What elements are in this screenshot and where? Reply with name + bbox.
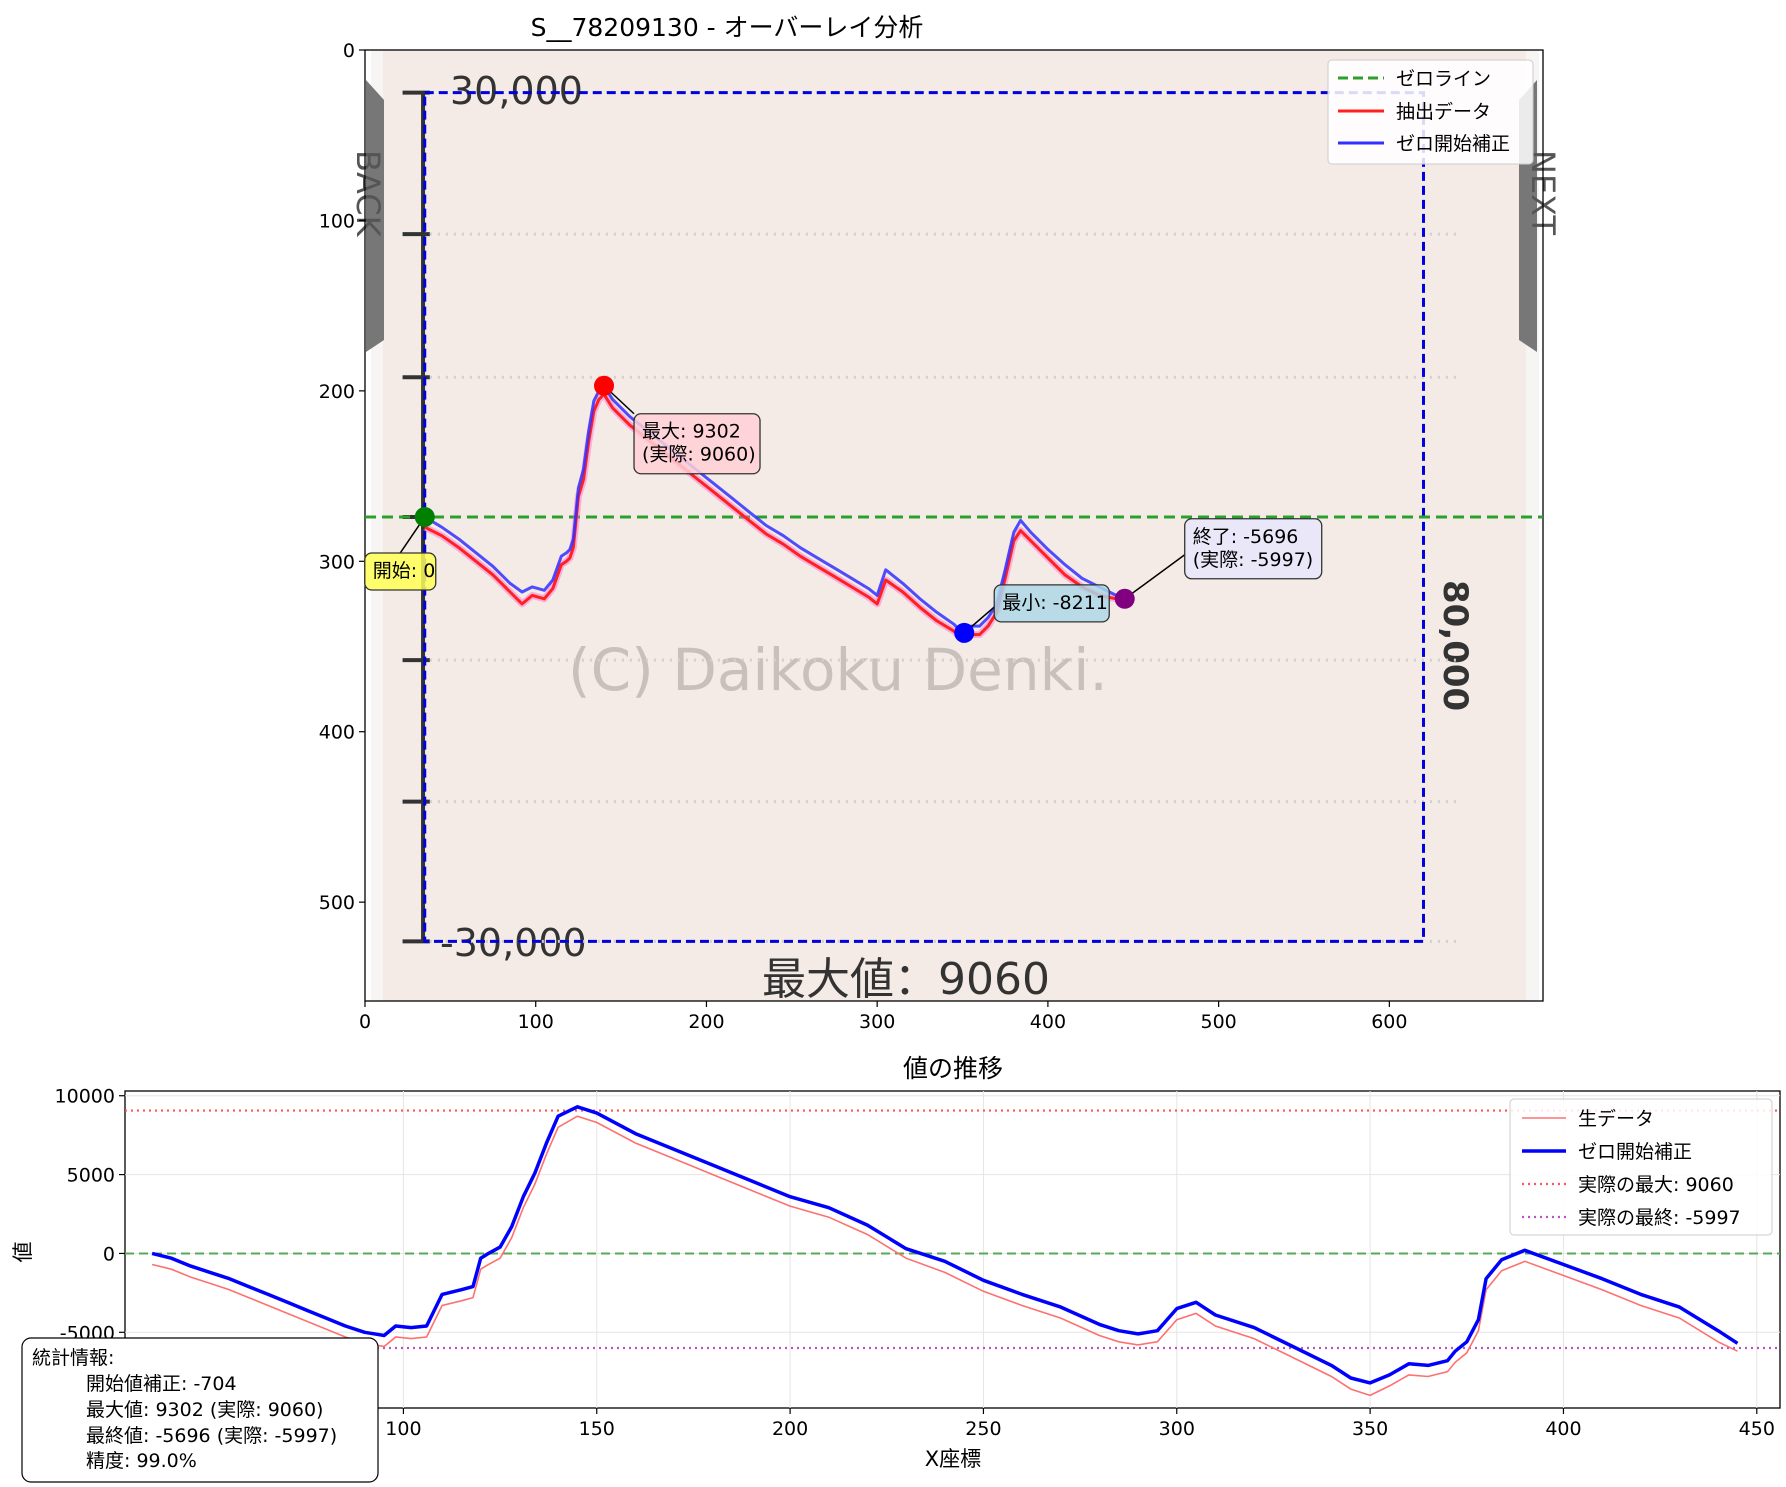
bottom-title: 値の推移 xyxy=(903,1054,1003,1083)
bottom-xtick-label: 450 xyxy=(1739,1418,1775,1440)
raw-data-line xyxy=(151,1115,1738,1397)
bottom-ytick-label: 0 xyxy=(103,1243,115,1265)
bottom-xtick-label: 400 xyxy=(1545,1418,1581,1440)
bottom-axes-frame xyxy=(124,1090,1781,1409)
annotation-start-box xyxy=(364,552,437,591)
stats-line-max: 最大値: 9302 (実際: 9060) xyxy=(86,1399,323,1421)
annotation-max-marker xyxy=(594,375,615,396)
legend-raw-label: 抽出データ xyxy=(1396,101,1491,123)
annotation-end-text: 終了: -5696 xyxy=(1193,526,1299,548)
top-ytick-label: 0 xyxy=(343,40,355,62)
bottom-ytick-label: 10000 xyxy=(55,1086,115,1108)
back-tab-shape xyxy=(366,80,384,352)
annotation-max-text: (実際: 9060) xyxy=(642,444,756,466)
top-title: S__78209130 - オーバーレイ分析 xyxy=(531,13,924,42)
corrected-series-line xyxy=(424,384,1125,635)
legend-rawdata-label: 生データ xyxy=(1578,1108,1654,1130)
legend-zerostart-label: ゼロ開始補正 xyxy=(1578,1141,1692,1163)
stats-line-final: 最終値: -5696 (実際: -5997) xyxy=(86,1425,337,1447)
zero-start-line xyxy=(151,1105,1739,1385)
bottom-xlabel: X座標 xyxy=(925,1447,981,1471)
image-right-scale: 80,000 xyxy=(1435,580,1475,711)
bg-image-inner xyxy=(383,50,1526,1001)
top-ticks: 0 100 200 300 400 500 600 0 100 200 300 400 500 xyxy=(319,40,1408,1033)
bottom-xtick-label: 100 xyxy=(385,1418,421,1440)
annotation-min-text: 最小: -8211 xyxy=(1002,592,1108,614)
bottom-xtick-label: 300 xyxy=(1159,1418,1195,1440)
bottom-xtick-label: 350 xyxy=(1352,1418,1388,1440)
stats-line-offset: 開始値補正: -704 xyxy=(86,1373,237,1395)
annotation-max-text: 最大: 9302 xyxy=(642,421,741,443)
image-top-scale: 30,000 xyxy=(450,69,583,113)
stats-box: 統計情報: 開始値補正: -704 最大値: 9302 (実際: 9060) 最… xyxy=(21,1337,379,1483)
stats-title: 統計情報: xyxy=(32,1347,114,1369)
annotation-min-marker xyxy=(954,622,975,643)
top-ytick-label: 400 xyxy=(319,722,355,744)
bottom-ylabel: 値 xyxy=(11,1242,35,1263)
annotation-start-marker xyxy=(414,506,435,527)
top-xtick-label: 100 xyxy=(518,1011,554,1033)
top-xtick-label: 0 xyxy=(359,1011,371,1033)
overlay-panel: S__78209130 - オーバーレイ分析 BACK NEXT 30,000 … xyxy=(319,13,1562,1033)
legend-zero-label: ゼロライン xyxy=(1396,68,1491,90)
top-ytick-label: 200 xyxy=(319,381,355,403)
top-ytick-label: 500 xyxy=(319,892,355,914)
annotation-max-box xyxy=(633,413,761,475)
legend-corrected-label: ゼロ開始補正 xyxy=(1396,133,1510,155)
top-xtick-label: 500 xyxy=(1200,1011,1236,1033)
annotation-end-text: (実際: -5997) xyxy=(1193,549,1313,571)
bottom-ytick-label: 5000 xyxy=(67,1165,115,1187)
annotation-end-arrow xyxy=(1124,554,1186,600)
legend-actualfinal-label: 実際の最終: -5997 xyxy=(1578,1207,1741,1229)
top-legend: ゼロライン 抽出データ ゼロ開始補正 xyxy=(1327,59,1534,165)
image-bottom-scale: -30,000 xyxy=(440,921,587,965)
image-max-caption: 最大値：9060 xyxy=(762,954,1050,1005)
annotation-end-box xyxy=(1184,518,1323,580)
top-xtick-label: 200 xyxy=(688,1011,724,1033)
back-tab-text: BACK xyxy=(349,150,387,238)
image-watermark: (C) Daikoku Denki. xyxy=(568,636,1108,704)
annotation-end-marker xyxy=(1114,588,1135,609)
top-xtick-label: 300 xyxy=(859,1011,895,1033)
top-ytick-label: 100 xyxy=(319,210,355,232)
stats-line-accuracy: 精度: 99.0% xyxy=(86,1450,197,1472)
annotation-start-text: 開始: 0 xyxy=(373,560,436,582)
top-axes-frame xyxy=(364,49,1544,1002)
top-ytick-label: 300 xyxy=(319,551,355,573)
legend-actualmax-label: 実際の最大: 9060 xyxy=(1578,1174,1734,1196)
top-xtick-label: 400 xyxy=(1030,1011,1066,1033)
annotation-min-box xyxy=(993,584,1110,623)
trend-panel: 値の推移 100 150 200 250 300 350 400 4501000050000-… xyxy=(11,1054,1781,1483)
bottom-legend: 生データ ゼロ開始補正 実際の最大: 9060 実際の最終: -5997 xyxy=(1509,1098,1773,1236)
bottom-xtick-label: 250 xyxy=(965,1418,1001,1440)
bottom-xtick-label: 150 xyxy=(579,1418,615,1440)
bottom-xtick-label: 200 xyxy=(772,1418,808,1440)
top-xtick-label: 600 xyxy=(1371,1011,1407,1033)
top-plot: 開始: 0 最大: 9302(実際: 9060) 最小: -8211 終了: -569… xyxy=(364,91,1543,943)
